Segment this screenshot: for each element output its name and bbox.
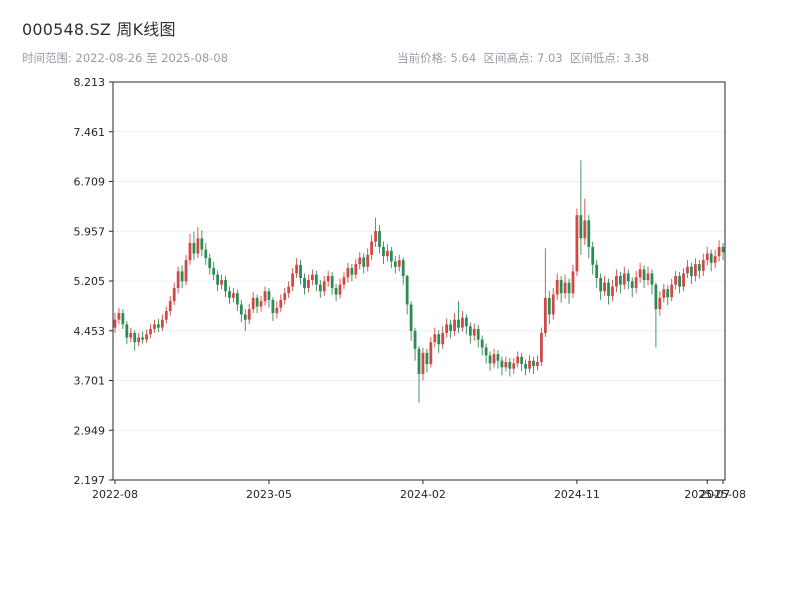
svg-text:2025-08: 2025-08: [700, 488, 746, 501]
svg-text:2023-05: 2023-05: [246, 488, 292, 501]
chart-title: 000548.SZ 周K线图: [22, 20, 176, 39]
svg-text:8.213: 8.213: [74, 76, 106, 89]
date-range-label: 时间范围: 2022-08-26 至 2025-08-08: [22, 51, 229, 65]
svg-text:2025-07: 2025-07: [684, 488, 730, 501]
svg-text:5.957: 5.957: [74, 225, 106, 238]
svg-text:2024-02: 2024-02: [400, 488, 446, 501]
price-stats-label: 当前价格: 5.64 区间高点: 7.03 区间低点: 3.38: [397, 51, 650, 65]
svg-text:4.453: 4.453: [74, 325, 106, 338]
svg-text:2024-11: 2024-11: [554, 488, 600, 501]
chart-subtitle-row: 时间范围: 2022-08-26 至 2025-08-08 当前价格: 5.64…: [22, 50, 778, 106]
svg-text:6.709: 6.709: [74, 176, 106, 189]
svg-text:2.197: 2.197: [74, 474, 106, 487]
svg-text:7.461: 7.461: [74, 126, 106, 139]
svg-text:3.701: 3.701: [74, 375, 106, 388]
svg-text:2022-08: 2022-08: [92, 488, 138, 501]
svg-text:2.949: 2.949: [74, 424, 106, 437]
svg-text:5.205: 5.205: [74, 275, 106, 288]
